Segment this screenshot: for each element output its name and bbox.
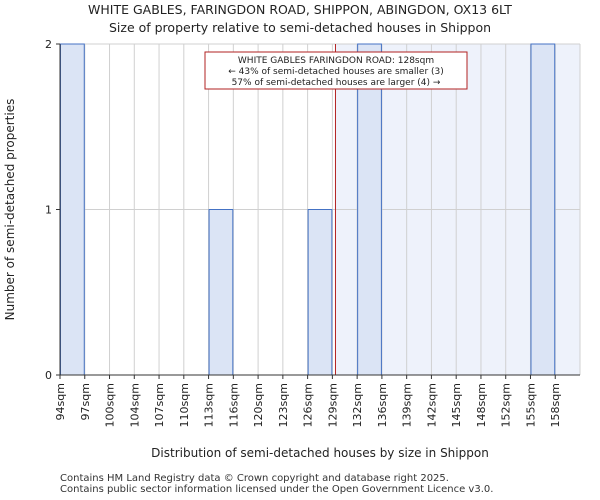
bar [357,43,382,376]
annotation-text: ← 43% of semi-detached houses are smalle… [228,67,444,77]
bar [307,209,333,376]
bar [60,43,85,376]
bar [208,209,234,376]
y-axis-title: Number of semi-detached properties [3,99,17,321]
annotation-text: WHITE GABLES FARINGDON ROAD: 128sqm [238,56,434,66]
x-tick-label: 129sqm [326,383,339,427]
x-tick-label: 104sqm [128,383,141,427]
x-tick-label: 158sqm [549,383,562,427]
bar [530,43,556,376]
y-tick-label: 1 [45,204,52,217]
x-tick-label: 97sqm [79,383,92,420]
x-tick-label: 152sqm [500,383,513,427]
chart-subtitle: Size of property relative to semi-detach… [108,20,492,35]
x-tick-label: 113sqm [203,383,216,427]
x-tick-label: 136sqm [376,383,389,427]
x-tick-label: 126sqm [302,383,315,427]
x-tick-label: 148sqm [475,383,488,427]
x-tick-label: 100sqm [104,383,117,427]
x-tick-label: 139sqm [401,383,414,427]
chart-title: WHITE GABLES, FARINGDON ROAD, SHIPPON, A… [88,2,512,17]
x-axis-title: Distribution of semi-detached houses by … [151,446,489,460]
footer-licence: Contains public sector information licen… [60,484,494,495]
y-tick-label: 0 [45,369,52,382]
x-tick-label: 123sqm [277,383,290,427]
x-tick-label: 116sqm [227,383,240,427]
x-tick-label: 132sqm [351,383,364,427]
annotation-box [204,51,468,90]
y-tick-label: 2 [45,38,52,51]
x-tick-label: 110sqm [178,383,191,427]
x-tick-label: 120sqm [252,383,265,427]
x-tick-label: 145sqm [450,383,463,427]
x-tick-label: 142sqm [425,383,438,427]
x-tick-label: 155sqm [524,383,537,427]
annotation-text: 57% of semi-detached houses are larger (… [232,78,441,88]
footer-copyright: Contains HM Land Registry data © Crown c… [60,473,449,484]
x-tick-label: 107sqm [153,383,166,427]
x-tick-label: 94sqm [54,383,67,420]
